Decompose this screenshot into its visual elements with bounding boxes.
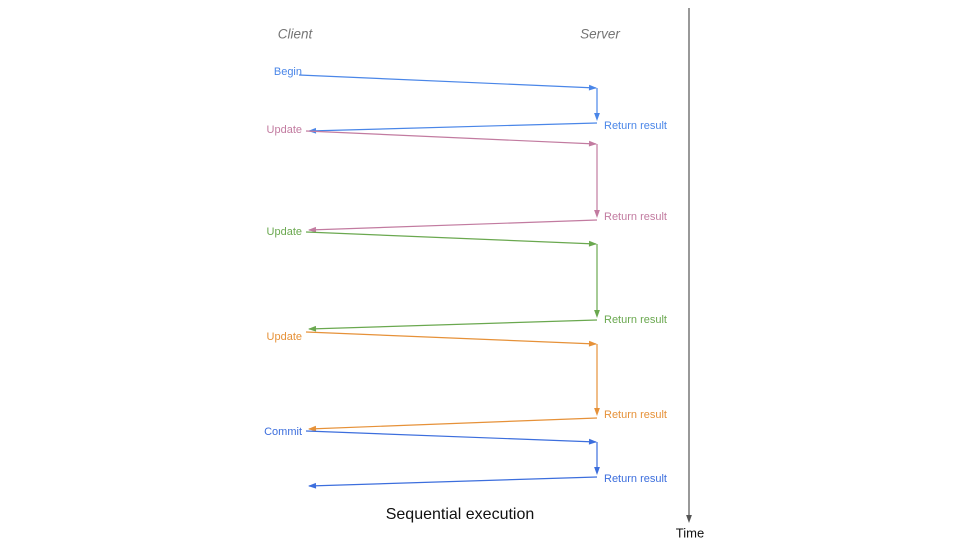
request-label: Update	[266, 226, 302, 238]
request-arrowhead-icon	[588, 240, 597, 247]
request-line	[305, 130, 597, 145]
processing-arrowhead-icon	[594, 310, 600, 318]
request-label: Update	[266, 124, 302, 136]
return-line	[308, 417, 598, 430]
processing-arrowhead-icon	[594, 408, 600, 416]
processing-arrowhead-icon	[594, 210, 600, 218]
request-line	[305, 331, 597, 345]
request-arrowhead-icon	[588, 140, 597, 147]
request-arrowhead-icon	[588, 340, 597, 347]
request-label: Update	[266, 331, 302, 343]
return-arrowhead-icon	[308, 325, 317, 332]
request-arrowhead-icon	[588, 84, 597, 91]
return-result-label: Return result	[604, 314, 667, 326]
request-line	[298, 74, 597, 89]
return-arrowhead-icon	[308, 482, 317, 489]
client-column-header: Client	[277, 26, 313, 42]
request-line	[305, 430, 597, 443]
return-arrowhead-icon	[308, 226, 317, 233]
return-result-label: Return result	[604, 473, 667, 485]
request-line	[305, 231, 597, 245]
request-label: Begin	[273, 66, 302, 78]
return-result-label: Return result	[604, 120, 667, 132]
server-column-header: Server	[580, 26, 620, 42]
diagram-title: Sequential execution	[385, 506, 535, 523]
request-arrowhead-icon	[588, 438, 597, 445]
return-result-label: Return result	[604, 211, 667, 223]
processing-arrowhead-icon	[594, 113, 600, 121]
return-line	[308, 319, 598, 330]
time-axis-arrowhead-icon	[686, 515, 692, 523]
return-result-label: Return result	[604, 409, 667, 421]
time-axis-label: Time	[675, 525, 705, 541]
return-line	[308, 219, 598, 231]
processing-arrowhead-icon	[594, 467, 600, 475]
request-label: Commit	[264, 426, 302, 438]
return-arrowhead-icon	[308, 425, 317, 432]
return-line	[308, 122, 598, 132]
return-line	[308, 476, 598, 487]
